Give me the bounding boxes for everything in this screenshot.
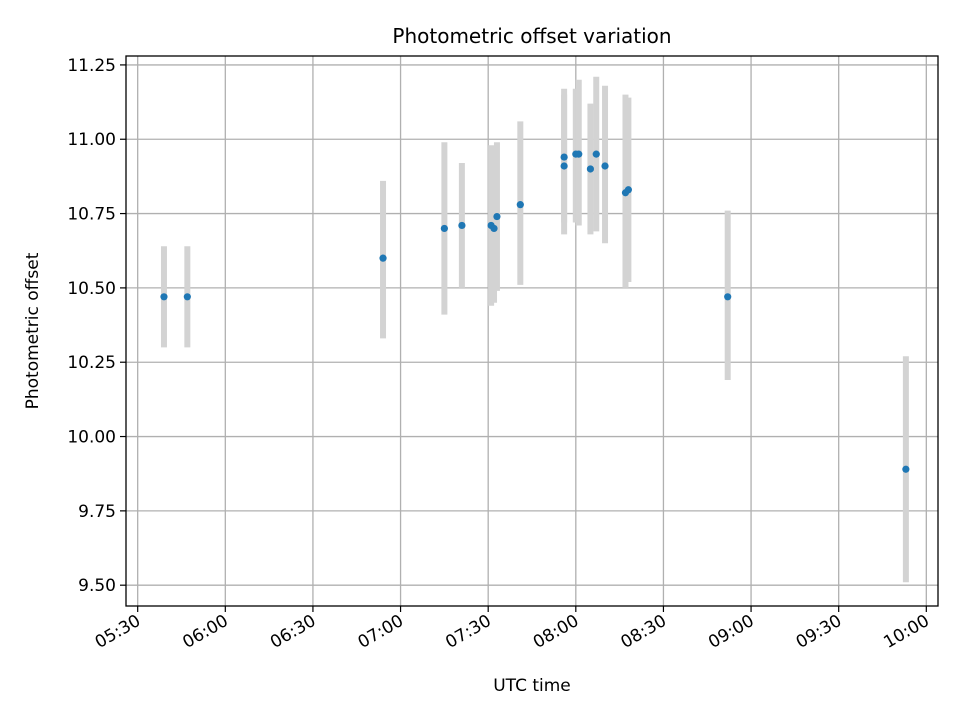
data-point [592,150,600,158]
data-point [601,162,609,170]
data-point [160,293,168,301]
data-point [493,212,501,221]
y-tick-label: 10.00 [67,428,116,448]
y-tick-label: 10.75 [67,205,116,225]
y-tick-label: 10.25 [67,353,116,373]
data-point [902,465,910,473]
data-point [458,221,466,230]
data-point [183,293,191,301]
data-point [560,162,568,170]
plot-frame [125,55,939,607]
y-axis-ticks: 9.50 9.75 10.00 10.25 10.50 10.75 11.00 11.25 [67,56,126,596]
y-tick-label: 9.50 [78,576,116,596]
data-points [160,150,910,473]
data-point [724,293,732,301]
y-tick-label: 11.25 [67,56,116,76]
chart-title: Photometric offset variation [392,24,671,48]
data-point [624,186,632,194]
y-tick-label: 10.50 [67,279,116,299]
data-point [575,150,583,158]
data-point [560,153,568,161]
data-point [490,224,498,233]
y-tick-label: 11.00 [67,130,116,150]
data-point [379,254,387,262]
y-tick-label: 9.75 [78,502,116,522]
data-point [440,224,448,233]
x-axis-title: UTC time [493,676,571,696]
y-axis-title: Photometric offset [23,252,43,409]
data-point [516,201,524,209]
data-point [586,165,595,173]
